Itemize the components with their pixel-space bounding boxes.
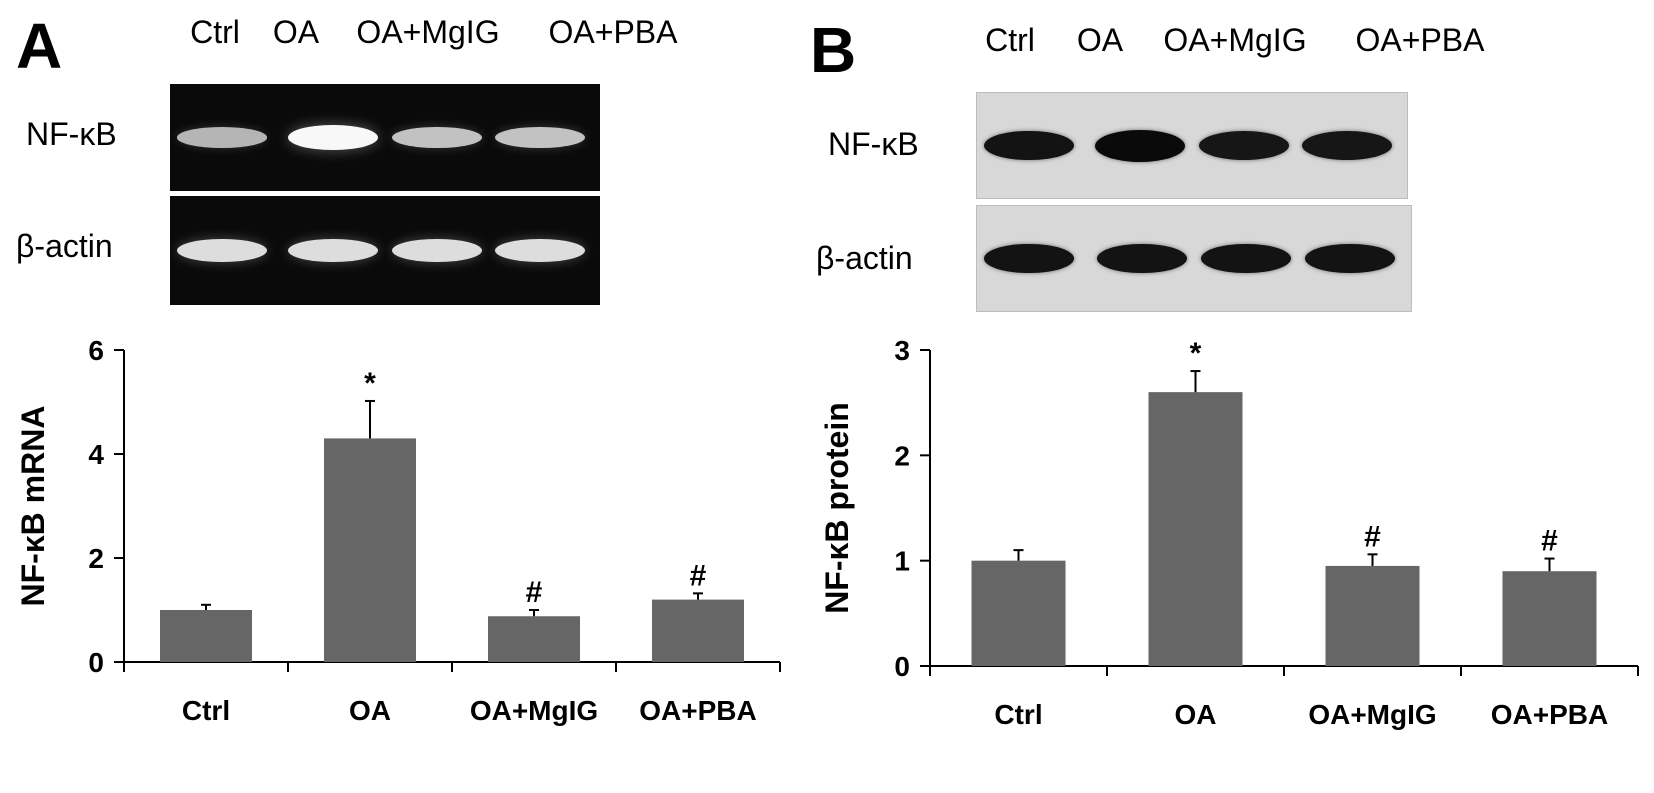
x-tick-label: Ctrl: [994, 699, 1042, 730]
blot-row-label: β-actin: [16, 228, 113, 264]
lane-label: OA: [1076, 22, 1124, 58]
blot-image-beta-actin: [976, 205, 1412, 312]
panel-a: A Ctrl OA OA+MgIG OA+PBA NF-κB β-actin 0…: [0, 0, 800, 793]
x-tick-label: OA: [349, 695, 391, 726]
y-tick-label: 2: [894, 440, 910, 471]
blot-row-label: NF-κB: [828, 126, 919, 162]
lane-label: Ctrl: [985, 22, 1035, 58]
blot-band: [391, 126, 482, 149]
blot-band: [1305, 243, 1396, 274]
bar-chart-b: 0 1 2 3 NF-κB protein Ctrl * OA # OA+MgIG # OA+PBA: [819, 335, 1639, 730]
bar-chart-a: 0 2 4 6 NF-κB mRNA Ctrl * OA # OA+MgIG # OA+PBA: [15, 335, 781, 726]
gel-image-beta-actin: [170, 196, 600, 305]
blot-image-nfkb: [976, 92, 1408, 199]
bar: [971, 560, 1066, 666]
significance-marker: *: [1190, 337, 1202, 370]
blot-band: [1201, 243, 1292, 274]
y-tick-label: 2: [88, 543, 104, 574]
significance-marker: #: [1541, 525, 1558, 558]
blot-band: [983, 130, 1074, 161]
blot-row-label: β-actin: [816, 240, 913, 276]
y-tick-label: 0: [894, 651, 910, 682]
significance-marker: #: [526, 576, 543, 609]
blot-band: [288, 124, 379, 151]
blot-band: [1301, 130, 1392, 161]
blot-band: [176, 238, 267, 263]
blot-band: [1198, 130, 1289, 161]
y-tick-label: 6: [88, 335, 104, 366]
significance-marker: #: [1364, 520, 1381, 553]
gel-image-nfkb: [170, 84, 600, 191]
blot-band: [176, 127, 267, 148]
x-tick-label: OA: [1175, 699, 1217, 730]
blot-band: [288, 238, 379, 263]
blot-band: [1096, 243, 1187, 274]
bar: [652, 599, 744, 662]
lane-label: OA+PBA: [1355, 22, 1485, 58]
blot-row-label: NF-κB: [26, 116, 117, 152]
bar: [1148, 392, 1243, 666]
lane-label: OA: [272, 14, 320, 50]
lane-label: OA+MgIG: [356, 14, 500, 50]
bar: [1325, 565, 1420, 666]
panel-letter: B: [810, 14, 857, 86]
x-tick-label: OA+MgIG: [470, 695, 598, 726]
x-tick-label: OA+PBA: [639, 695, 756, 726]
y-tick-label: 0: [88, 647, 104, 678]
significance-marker: *: [364, 367, 376, 400]
y-tick-label: 4: [88, 439, 104, 470]
y-axis-title: NF-κB mRNA: [15, 406, 51, 607]
significance-marker: #: [690, 559, 707, 592]
bar: [324, 438, 416, 662]
x-tick-label: Ctrl: [182, 695, 230, 726]
bar: [160, 610, 252, 662]
panel-letter: A: [16, 10, 63, 82]
x-tick-label: OA+PBA: [1491, 699, 1608, 730]
lane-label: Ctrl: [190, 14, 240, 50]
blot-band: [494, 238, 585, 263]
panel-b: B Ctrl OA OA+MgIG OA+PBA NF-κB β-actin 0…: [800, 0, 1654, 793]
blot-band: [1095, 129, 1186, 162]
y-tick-label: 1: [894, 546, 910, 577]
y-axis-title: NF-κB protein: [819, 402, 855, 614]
bar: [1502, 571, 1597, 666]
blot-band: [391, 238, 482, 263]
x-tick-label: OA+MgIG: [1308, 699, 1436, 730]
lane-label: OA+PBA: [548, 14, 678, 50]
blot-band: [984, 243, 1075, 274]
lane-label: OA+MgIG: [1163, 22, 1307, 58]
y-tick-label: 3: [894, 335, 910, 366]
bar: [488, 616, 580, 662]
blot-band: [494, 126, 585, 149]
